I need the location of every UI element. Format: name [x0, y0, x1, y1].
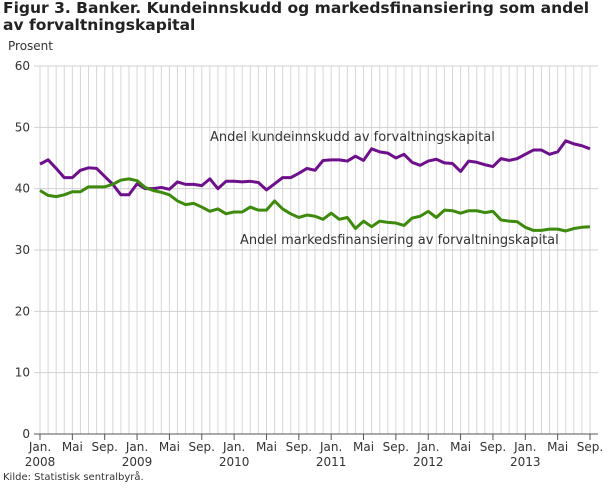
x-tick-label: Sep. [91, 440, 117, 454]
y-tick-label: 0 [22, 427, 30, 441]
x-tick-label: Sep. [480, 440, 506, 454]
y-tick-label: 40 [15, 182, 30, 196]
y-tick-label: 50 [15, 120, 30, 134]
x-tick-label: Jan. [222, 440, 245, 454]
x-tick-label: Mai [547, 440, 568, 454]
x-tick-label: Jan. [416, 440, 439, 454]
chart-title: Figur 3. Banker. Kundeinnskudd og marked… [3, 0, 590, 34]
x-tick-label: Sep. [383, 440, 409, 454]
series-label-markedsfinansiering: Andel markedsfinansiering av forvaltning… [240, 233, 559, 248]
series-label-kundeinnskudd: Andel kundeinnskudd av forvaltningskapit… [210, 130, 495, 145]
x-tick-year-label: 2012 [413, 455, 444, 469]
x-tick-label: Mai [159, 440, 180, 454]
x-tick-year-label: 2011 [316, 455, 347, 469]
x-tick-year-label: 2013 [510, 455, 541, 469]
y-tick-label: 30 [15, 243, 30, 257]
x-tick-label: Jan. [125, 440, 148, 454]
x-tick-label: Sep. [189, 440, 215, 454]
x-tick-label: Sep. [577, 440, 603, 454]
x-tick-year-label: 2010 [219, 455, 250, 469]
x-tick-label: Jan. [513, 440, 536, 454]
y-tick-label: 60 [15, 59, 30, 73]
y-tick-label: 20 [15, 304, 30, 318]
x-tick-label: Jan. [319, 440, 342, 454]
y-tick-label: 10 [15, 366, 30, 380]
x-tick-label: Sep. [286, 440, 312, 454]
x-tick-year-label: 2009 [122, 455, 153, 469]
x-tick-label: Jan. [28, 440, 51, 454]
x-tick-label: Mai [450, 440, 471, 454]
x-tick-year-label: 2008 [25, 455, 56, 469]
x-tick-label: Mai [256, 440, 277, 454]
source-note: Kilde: Statistisk sentralbyrå. [3, 472, 144, 483]
x-tick-label: Mai [353, 440, 374, 454]
x-tick-label: Mai [62, 440, 83, 454]
y-axis-label: Prosent [8, 39, 53, 53]
